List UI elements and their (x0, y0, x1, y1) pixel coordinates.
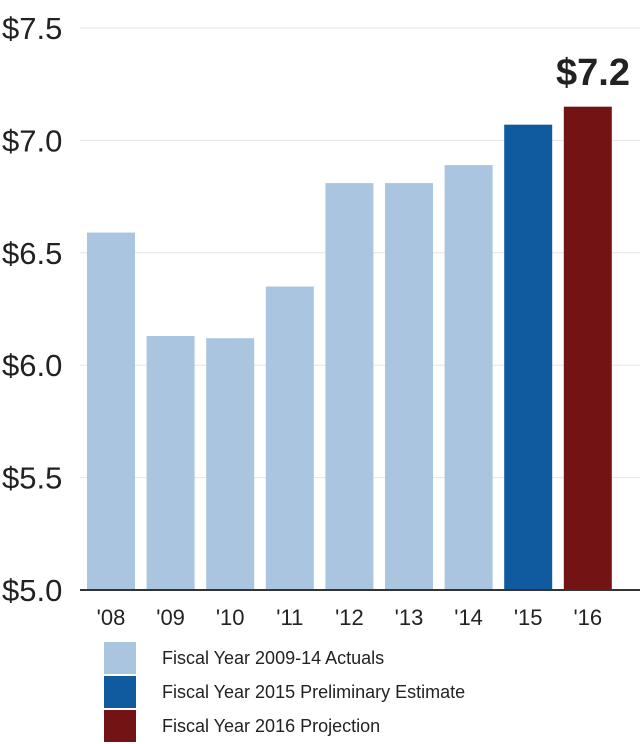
legend-swatch-projection (104, 710, 136, 742)
x-tick-label: '09 (156, 605, 185, 630)
legend-swatch-actuals (104, 642, 136, 674)
legend-swatch-estimate (104, 676, 136, 708)
x-tick-label: '08 (97, 605, 126, 630)
legend-item-actuals: Fiscal Year 2009-14 Actuals (104, 642, 624, 674)
x-tick-label: '12 (335, 605, 364, 630)
bar (146, 335, 195, 590)
bar (325, 183, 374, 590)
y-tick-label: $7.5 (2, 11, 62, 46)
legend-label-actuals: Fiscal Year 2009-14 Actuals (162, 647, 385, 668)
bar (563, 106, 612, 591)
bar (444, 165, 493, 591)
y-tick-label: $6.0 (2, 348, 62, 383)
x-tick-label: '15 (514, 605, 543, 630)
projection-value-callout: $7.2 (556, 52, 630, 94)
legend-label-estimate: Fiscal Year 2015 Preliminary Estimate (162, 681, 466, 702)
y-tick-label: $5.5 (2, 461, 62, 496)
x-tick-label: '11 (276, 605, 303, 630)
bar (206, 338, 255, 590)
legend: Fiscal Year 2009-14 Actuals Fiscal Year … (104, 642, 624, 744)
x-tick-label: '16 (573, 605, 602, 630)
legend-label-projection: Fiscal Year 2016 Projection (162, 715, 381, 736)
y-axis-ticks: $5.0 $5.5 $6.0 $6.5 $7.0 $7.5 (2, 11, 62, 608)
bar (385, 183, 433, 590)
y-tick-label: $5.0 (2, 573, 62, 608)
bar (87, 232, 135, 590)
y-tick-label: $7.0 (2, 123, 62, 158)
bar (265, 286, 314, 590)
legend-item-projection: Fiscal Year 2016 Projection (104, 710, 624, 742)
x-tick-label: '13 (395, 605, 424, 630)
x-tick-label: '14 (454, 605, 483, 630)
y-tick-label: $6.5 (2, 236, 62, 271)
x-tick-label: '10 (216, 605, 245, 630)
bar (504, 124, 553, 590)
bar-chart: $5.0 $5.5 $6.0 $6.5 $7.0 $7.5 '08 '09 '10 '11 '12… (2, 11, 640, 630)
legend-item-estimate: Fiscal Year 2015 Preliminary Estimate (104, 676, 624, 708)
bars (87, 106, 612, 591)
x-axis-ticks: '08 '09 '10 '11 '12 '13 '14 '15 '16 (97, 605, 602, 630)
